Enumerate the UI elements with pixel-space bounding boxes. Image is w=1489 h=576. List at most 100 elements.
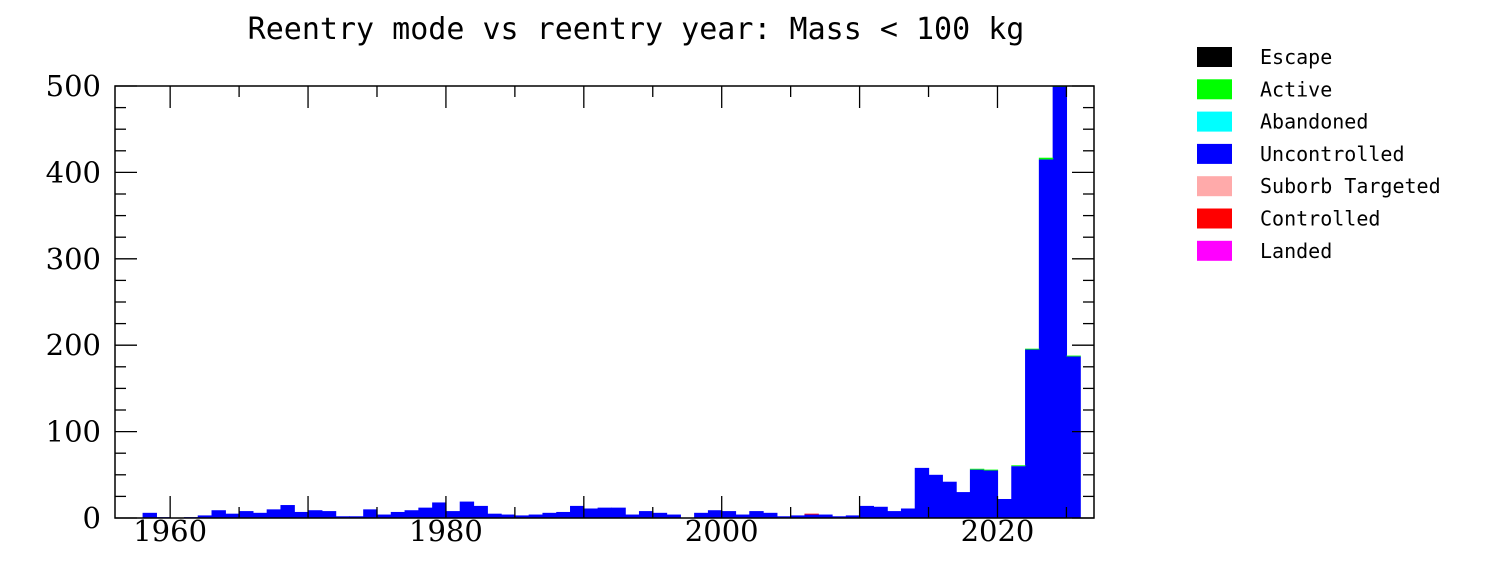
x-tick-label: 1960 [133, 514, 207, 548]
bar-uncontrolled-2002 [749, 511, 764, 518]
bar-active-2023 [1038, 157, 1054, 160]
bar-uncontrolled-1986 [528, 514, 544, 518]
legend: Escape Active Abandoned Uncontrolled Suborb … [1197, 45, 1441, 263]
bar-active-2018 [969, 468, 985, 470]
bar-uncontrolled-1983 [487, 513, 502, 518]
bar-uncontrolled-1970 [308, 510, 323, 518]
bar-uncontrolled-2014 [914, 467, 930, 518]
bar-uncontrolled-1998 [694, 512, 709, 518]
bar-uncontrolled-2015 [928, 474, 943, 518]
y-tick-label: 400 [46, 155, 101, 189]
bar-uncontrolled-2017 [956, 492, 971, 518]
bar-uncontrolled-2011 [873, 506, 888, 518]
bar-uncontrolled-2016 [942, 481, 957, 518]
bar-uncontrolled-1976 [390, 511, 406, 518]
bar-uncontrolled-1984 [501, 514, 516, 518]
legend-label: Active [1260, 77, 1332, 101]
x-tick-label: 2020 [961, 514, 1035, 548]
bar-uncontrolled-1977 [404, 510, 419, 518]
bar-uncontrolled-2013 [900, 508, 916, 518]
legend-swatch-controlled [1197, 208, 1232, 229]
legend-label: Abandoned [1260, 110, 1368, 134]
x-tick-label: 2000 [685, 514, 759, 548]
bar-uncontrolled-1992 [611, 507, 626, 518]
legend-label: Suborb Targeted [1260, 174, 1441, 198]
bar-uncontrolled-2004 [776, 516, 792, 518]
bar-uncontrolled-1987 [542, 512, 557, 518]
bar-uncontrolled-1996 [666, 514, 681, 518]
legend-label: Uncontrolled [1260, 142, 1405, 166]
bar-uncontrolled-2009 [845, 515, 861, 518]
bar-uncontrolled-2021 [1011, 466, 1026, 518]
bar-uncontrolled-1963 [211, 510, 226, 518]
bar-uncontrolled-2022 [1025, 349, 1040, 518]
bar-uncontrolled-1966 [252, 512, 268, 518]
bar-uncontrolled-1973 [349, 516, 364, 518]
bar-uncontrolled-1995 [652, 512, 668, 518]
bar-uncontrolled-1979 [432, 502, 447, 518]
legend-label: Escape [1260, 45, 1332, 69]
bar-active-2021 [1011, 465, 1026, 467]
bar-uncontrolled-1972 [335, 516, 351, 518]
bar-uncontrolled-1985 [514, 515, 530, 518]
bar-active-2022 [1025, 348, 1040, 350]
chart-title: Reentry mode vs reentry year: Mass < 100… [248, 12, 1025, 47]
y-tick-labels: 0 100 200 300 400 500 [46, 69, 101, 535]
bar-uncontrolled-1993 [625, 514, 640, 518]
bar-uncontrolled-1994 [638, 511, 654, 518]
bar-uncontrolled-1991 [597, 507, 612, 518]
bar-uncontrolled-2006 [804, 514, 819, 518]
bar-uncontrolled-1988 [556, 511, 571, 518]
legend-swatch-active [1197, 79, 1232, 100]
legend-label: Controlled [1260, 207, 1380, 231]
bar-uncontrolled-2025 [1066, 356, 1081, 518]
bar-active-2025 [1066, 355, 1081, 357]
y-tick-label: 500 [46, 69, 101, 103]
bar-uncontrolled-1964 [225, 513, 240, 518]
bars-layer [142, 86, 1081, 518]
legend-label: Landed [1260, 239, 1332, 263]
bar-uncontrolled-2024 [1052, 86, 1068, 518]
bar-uncontrolled-2005 [790, 515, 806, 518]
bar-uncontrolled-1978 [418, 507, 433, 518]
bar-uncontrolled-1980 [445, 511, 461, 518]
legend-swatch-uncontrolled [1197, 143, 1232, 164]
ticks-layer [115, 85, 1094, 519]
bar-uncontrolled-1967 [266, 509, 282, 518]
bar-uncontrolled-1965 [239, 511, 254, 518]
legend-swatch-abandoned [1197, 111, 1232, 132]
bar-uncontrolled-1968 [280, 505, 295, 518]
y-tick-label: 100 [46, 415, 101, 449]
bar-uncontrolled-1999 [707, 510, 723, 518]
legend-swatch-escape [1197, 47, 1232, 67]
y-tick-label: 200 [46, 328, 101, 362]
bar-uncontrolled-1975 [376, 514, 392, 518]
bar-uncontrolled-2020 [997, 498, 1012, 518]
bar-uncontrolled-1958 [142, 512, 157, 518]
bar-uncontrolled-1974 [363, 509, 378, 518]
bar-uncontrolled-2007 [818, 514, 833, 518]
bar-uncontrolled-2023 [1038, 159, 1054, 518]
plot-frame [114, 85, 1095, 519]
legend-swatch-landed [1197, 240, 1232, 261]
bar-uncontrolled-1971 [321, 511, 337, 518]
bar-uncontrolled-2018 [969, 469, 985, 518]
bar-controlled-2006 [804, 513, 819, 515]
bar-uncontrolled-2010 [859, 505, 874, 518]
bar-uncontrolled-2012 [887, 511, 902, 518]
bar-uncontrolled-1989 [570, 505, 585, 518]
bar-uncontrolled-1969 [294, 511, 309, 518]
x-tick-labels: 1960 1980 2000 2020 [133, 514, 1034, 548]
bar-uncontrolled-2000 [721, 511, 737, 518]
bar-uncontrolled-2008 [832, 516, 847, 518]
x-tick-label: 1980 [409, 514, 483, 548]
legend-swatch-suborb-targeted [1197, 176, 1232, 197]
bar-uncontrolled-1982 [473, 505, 488, 518]
bar-uncontrolled-1962 [197, 515, 213, 518]
bar-uncontrolled-2001 [735, 514, 750, 518]
bar-uncontrolled-1981 [459, 501, 475, 518]
bar-active-2019 [983, 469, 999, 471]
bar-uncontrolled-2019 [983, 470, 999, 518]
bar-uncontrolled-2003 [763, 512, 778, 518]
